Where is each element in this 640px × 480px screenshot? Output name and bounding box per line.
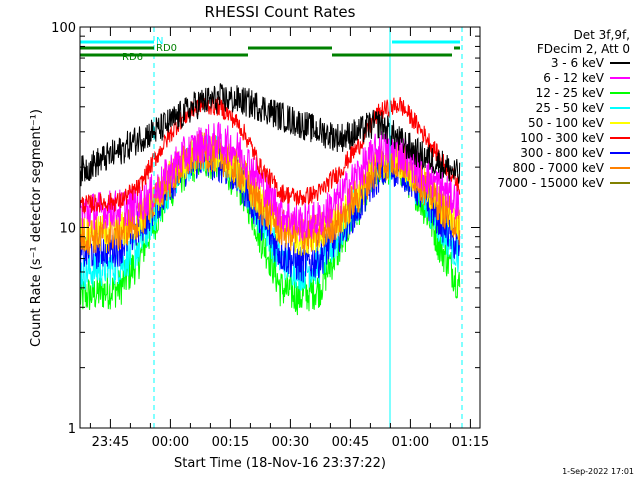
legend-item-label: 3 - 6 keV: [550, 56, 604, 70]
legend-item: 100 - 300 keV: [520, 131, 630, 145]
x-tick-label: 00:30: [272, 435, 309, 450]
legend-item: 7000 - 15000 keV: [497, 176, 630, 190]
x-axis-label: Start Time (18-Nov-16 23:37:22): [174, 456, 386, 471]
legend-swatch: [610, 92, 630, 94]
legend-item-label: 6 - 12 keV: [543, 71, 604, 85]
legend-item: 25 - 50 keV: [536, 101, 630, 115]
legend-item: 3 - 6 keV: [551, 56, 630, 70]
state-label-rd0: RD0: [156, 43, 177, 54]
chart-title: RHESSI Count Rates: [205, 3, 356, 21]
legend-item-label: 100 - 300 keV: [520, 131, 604, 145]
state-label-n: N: [156, 36, 163, 47]
x-tick-label: 00:15: [212, 435, 249, 450]
legend-swatch: [610, 182, 630, 184]
legend-swatch: [610, 167, 630, 169]
legend-item-label: 25 - 50 keV: [535, 101, 604, 115]
series-line-6-12-kev: [79, 122, 461, 242]
legend-item: 800 - 7000 keV: [513, 161, 630, 175]
legend-item-label: 800 - 7000 keV: [512, 161, 604, 175]
series-line-100-300-kev: [79, 95, 461, 214]
legend-item-label: 50 - 100 keV: [527, 116, 604, 130]
legend-item: 300 - 800 keV: [520, 146, 630, 160]
y-tick-label: 10: [59, 222, 76, 237]
legend-swatch: [610, 137, 630, 139]
legend-swatch: [610, 62, 630, 64]
state-label-rd6: RD6: [122, 52, 143, 63]
legend-item: 50 - 100 keV: [528, 116, 630, 130]
legend-header-line: FDecim 2, Att 0: [536, 42, 630, 56]
x-tick-label: 01:00: [392, 435, 429, 450]
timestamp-footer: 1-Sep-2022 17:01: [562, 467, 634, 476]
legend-item: 12 - 25 keV: [536, 86, 630, 100]
series-line-3-6-kev: [79, 83, 461, 187]
legend-item-label: 12 - 25 keV: [535, 86, 604, 100]
series-line-800-7000-kev: [79, 132, 461, 256]
x-tick-label: 00:00: [152, 435, 189, 450]
legend-item: 6 - 12 keV: [543, 71, 630, 85]
legend-swatch: [610, 152, 630, 154]
x-tick-label: 01:15: [452, 435, 489, 450]
x-tick-label: 00:45: [332, 435, 369, 450]
y-tick-label: 100: [51, 21, 76, 36]
y-tick-label: 1: [68, 422, 76, 437]
x-tick-label: 23:45: [92, 435, 129, 450]
legend-swatch: [610, 122, 630, 124]
legend-item-label: 300 - 800 keV: [520, 146, 604, 160]
legend-swatch: [610, 107, 630, 109]
legend-item-label: 7000 - 15000 keV: [497, 176, 604, 190]
legend-header-line: Det 3f,9f,: [573, 28, 631, 42]
y-axis-label: Count Rate (s⁻¹ detector segment⁻¹): [29, 109, 44, 347]
legend-swatch: [610, 77, 630, 79]
